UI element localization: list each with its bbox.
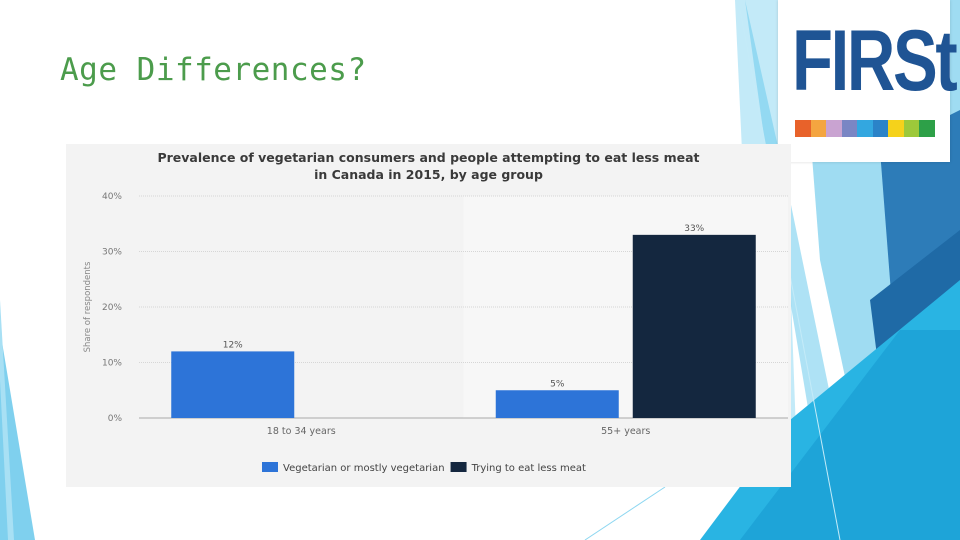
y-tick-label: 20%	[102, 303, 122, 313]
logo-stripe-5	[857, 120, 873, 137]
y-tick-label: 30%	[102, 248, 122, 258]
bar	[495, 390, 619, 418]
first-logo: FIRSt	[778, 0, 958, 162]
logo-stripe-9	[919, 120, 935, 137]
x-tick-label: 55+ years	[601, 426, 650, 437]
y-tick-label: 40%	[102, 192, 122, 202]
chart-panel: Prevalence of vegetarian consumers and p…	[66, 144, 791, 487]
logo-color-stripes	[795, 120, 935, 137]
logo-stripe-7	[888, 120, 904, 137]
data-label: 33%	[684, 224, 704, 234]
chart-title-line-1: Prevalence of vegetarian consumers and p…	[157, 150, 700, 165]
logo-stripe-1	[795, 120, 811, 137]
chart-title-line-2: in Canada in 2015, by age group	[314, 167, 543, 182]
data-label: 12%	[223, 340, 243, 350]
bar	[632, 234, 756, 418]
y-tick-label: 0%	[108, 414, 123, 424]
y-tick-label: 10%	[102, 359, 122, 369]
legend-swatch	[450, 462, 467, 472]
bar	[171, 351, 295, 418]
logo-stripe-3	[826, 120, 842, 137]
bar-chart: 0% 10% 20% 30% 40% Share of respondents 12% 18 …	[83, 192, 788, 474]
logo-stripe-2	[810, 120, 826, 137]
logo-stripe-4	[841, 120, 857, 137]
y-axis-label: Share of respondents	[83, 261, 93, 352]
legend-label: Vegetarian or mostly vegetarian	[283, 463, 445, 474]
x-tick-label: 18 to 34 years	[267, 426, 336, 437]
chart-title: Prevalence of vegetarian consumers and p…	[66, 149, 791, 183]
logo-text: FIRSt	[792, 13, 958, 109]
legend-swatch	[262, 462, 278, 472]
data-label: 5%	[550, 379, 565, 389]
logo-stripe-6	[872, 120, 888, 137]
logo-stripe-8	[903, 120, 919, 137]
legend-label: Trying to eat less meat	[471, 463, 586, 474]
slide-title: Age Differences?	[60, 52, 367, 88]
